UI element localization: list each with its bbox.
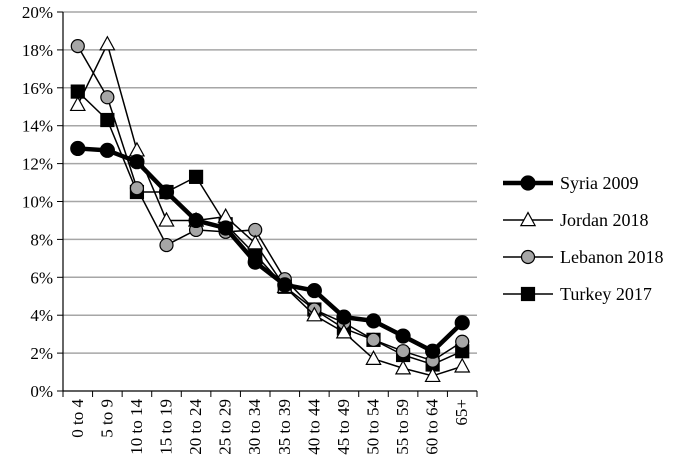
series-line: [77, 91, 463, 366]
data-point-circle: [70, 140, 86, 157]
x-tick-label: 50 to 54: [364, 399, 383, 455]
data-point-circle: [395, 344, 411, 359]
x-tick-label: 25 to 29: [216, 399, 235, 455]
data-point-circle: [425, 343, 441, 359]
data-point-triangle: [454, 357, 471, 373]
legend: Syria 2009 Jordan 2018 Lebanon 2018 Turkey …: [503, 173, 663, 304]
x-tick-label: 60 to 64: [423, 399, 442, 455]
x-tick-label: 45 to 49: [334, 399, 353, 455]
data-point-triangle: [69, 96, 86, 112]
y-tick-label: 0%: [30, 382, 53, 401]
data-point-circle: [159, 237, 174, 253]
data-point-circle: [520, 175, 536, 191]
data-point-circle: [158, 184, 175, 200]
legend-label: Jordan 2018: [560, 210, 649, 230]
data-point-circle: [129, 181, 145, 196]
axes: [57, 11, 478, 397]
y-tick-label: 16%: [22, 79, 53, 98]
data-point-circle: [454, 315, 470, 331]
legend-entry: Syria 2009: [503, 173, 639, 193]
data-point-circle: [188, 212, 204, 229]
data-point-circle: [365, 313, 382, 329]
data-point-square: [520, 286, 536, 302]
data-point-triangle: [247, 234, 264, 250]
y-tick-label: 20%: [22, 3, 53, 22]
series-lebanon-2018: [70, 39, 470, 368]
series-line: [77, 45, 463, 362]
data-point-square: [100, 112, 115, 128]
x-tick-label: 35 to 39: [275, 399, 294, 455]
y-tick-label: 18%: [22, 41, 53, 60]
y-tick-label: 10%: [22, 193, 53, 212]
x-tick-label: 20 to 24: [186, 399, 205, 455]
legend-entry: Jordan 2018: [503, 210, 649, 230]
x-tick-label: 10 to 14: [127, 399, 146, 455]
x-tick-label: 65+: [452, 399, 471, 426]
legend-label: Syria 2009: [560, 173, 639, 193]
legend-entry: Turkey 2017: [503, 284, 652, 304]
y-tick-label: 6%: [30, 268, 53, 287]
data-point-circle: [99, 142, 115, 158]
series-syria-2009: [70, 140, 470, 359]
data-point-triangle: [519, 211, 537, 227]
data-point-square: [188, 169, 204, 184]
data-point-triangle: [306, 306, 323, 322]
data-point-triangle: [158, 211, 175, 227]
data-point-triangle: [99, 35, 116, 51]
y-tick-label: 12%: [22, 155, 53, 174]
data-point-circle: [395, 328, 411, 344]
x-tick-label: 40 to 44: [304, 399, 323, 455]
data-point-circle: [70, 39, 85, 54]
data-point-circle: [366, 332, 381, 347]
legend-entry: Lebanon 2018: [503, 247, 663, 267]
data-point-circle: [218, 220, 234, 236]
x-axis-tick-labels: 0 to 4 5 to 9 10 to 14 15 to 19 20 to 24 25 t…: [68, 399, 471, 455]
data-point-triangle: [335, 323, 353, 339]
x-tick-label: 30 to 34: [245, 399, 264, 455]
y-tick-label: 8%: [30, 230, 53, 249]
data-point-circle: [520, 249, 536, 265]
x-tick-label: 5 to 9: [97, 399, 116, 438]
series-line: [77, 146, 464, 354]
data-point-triangle: [128, 141, 146, 157]
data-point-triangle: [365, 350, 382, 365]
data-point-circle: [100, 90, 115, 105]
data-point-circle: [336, 309, 352, 325]
y-tick-label: 14%: [22, 117, 53, 136]
x-tick-label: 55 to 59: [393, 399, 412, 455]
series-line: [77, 43, 463, 377]
series-group: [69, 35, 471, 383]
data-point-circle: [306, 282, 322, 299]
y-tick-label: 2%: [30, 344, 53, 363]
data-point-circle: [129, 154, 145, 170]
x-tick-label: 15 to 19: [157, 399, 176, 455]
legend-label: Turkey 2017: [560, 284, 652, 304]
y-tick-label: 4%: [30, 306, 53, 325]
y-axis-tick-labels: 0% 2% 4% 6% 8% 10% 12% 14% 16% 18% 20%: [22, 3, 53, 401]
data-point-triangle: [394, 359, 412, 375]
grid-lines: [63, 11, 477, 354]
legend-label: Lebanon 2018: [560, 247, 663, 267]
data-point-circle: [247, 254, 263, 270]
data-point-circle: [455, 334, 470, 349]
x-tick-label: 0 to 4: [68, 399, 87, 438]
data-point-circle: [277, 277, 293, 293]
data-point-triangle: [424, 367, 441, 383]
